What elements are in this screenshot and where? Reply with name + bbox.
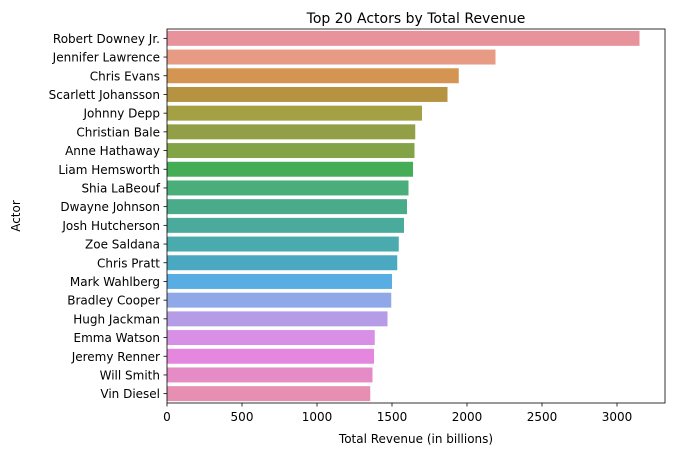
y-tick-label: Dwayne Johnson <box>60 200 160 214</box>
bar-18 <box>167 367 373 383</box>
bar-5 <box>167 124 416 140</box>
y-axis-label: Actor <box>9 200 23 232</box>
bar-15 <box>167 311 388 327</box>
y-tick-label: Jennifer Lawrence <box>52 51 160 65</box>
x-tick-label: 0 <box>163 410 171 424</box>
x-tick-label: 1500 <box>377 410 408 424</box>
bar-7 <box>167 161 413 177</box>
bar-10 <box>167 217 404 233</box>
y-tick-label: Josh Hutcherson <box>61 219 160 233</box>
bars-group <box>167 30 640 402</box>
y-tick-label: Emma Watson <box>74 331 160 345</box>
y-tick-label: Mark Wahlberg <box>70 275 160 289</box>
bar-17 <box>167 348 374 364</box>
x-tick-label: 3000 <box>602 410 633 424</box>
bar-9 <box>167 199 407 215</box>
y-tick-label: Liam Hemsworth <box>58 163 160 177</box>
x-tick-labels: 0 500 1000 1500 2000 2500 3000 <box>163 403 632 424</box>
bar-4 <box>167 105 422 121</box>
bar-8 <box>167 180 409 196</box>
bar-3 <box>167 86 448 102</box>
y-tick-label: Anne Hathaway <box>65 144 160 158</box>
y-tick-label: Hugh Jackman <box>73 312 160 326</box>
x-tick-label: 1000 <box>302 410 333 424</box>
y-tick-label: Scarlett Johansson <box>49 88 160 102</box>
bar-14 <box>167 292 392 308</box>
y-tick-label: Zoe Saldana <box>85 238 160 252</box>
x-axis-label: Total Revenue (in billions) <box>338 432 493 446</box>
bar-2 <box>167 68 459 84</box>
y-tick-label: Robert Downey Jr. <box>53 32 160 46</box>
y-tick-label: Chris Evans <box>90 69 160 83</box>
chart-title: Top 20 Actors by Total Revenue <box>306 11 526 27</box>
bar-12 <box>167 255 398 271</box>
y-tick-label: Will Smith <box>100 368 160 382</box>
bar-16 <box>167 330 375 346</box>
y-tick-label: Bradley Cooper <box>67 294 160 308</box>
bar-0 <box>167 30 640 46</box>
y-tick-label: Chris Pratt <box>97 256 160 270</box>
y-tick-label: Christian Bale <box>76 125 160 139</box>
x-tick-label: 2500 <box>527 410 558 424</box>
plot-frame <box>166 28 666 404</box>
bar-13 <box>167 273 392 289</box>
bar-1 <box>167 49 496 65</box>
y-tick-labels: Robert Downey Jr. Jennifer Lawrence Chris … <box>49 32 167 401</box>
bar-11 <box>167 236 399 252</box>
y-tick-label: Jeremy Renner <box>71 350 160 364</box>
bar-6 <box>167 143 415 159</box>
bar-19 <box>167 386 371 402</box>
y-tick-label: Shia LaBeouf <box>81 181 160 195</box>
y-tick-label: Johnny Depp <box>83 107 160 121</box>
x-tick-label: 500 <box>231 410 254 424</box>
x-tick-label: 2000 <box>452 410 483 424</box>
y-tick-label: Vin Diesel <box>100 387 160 401</box>
